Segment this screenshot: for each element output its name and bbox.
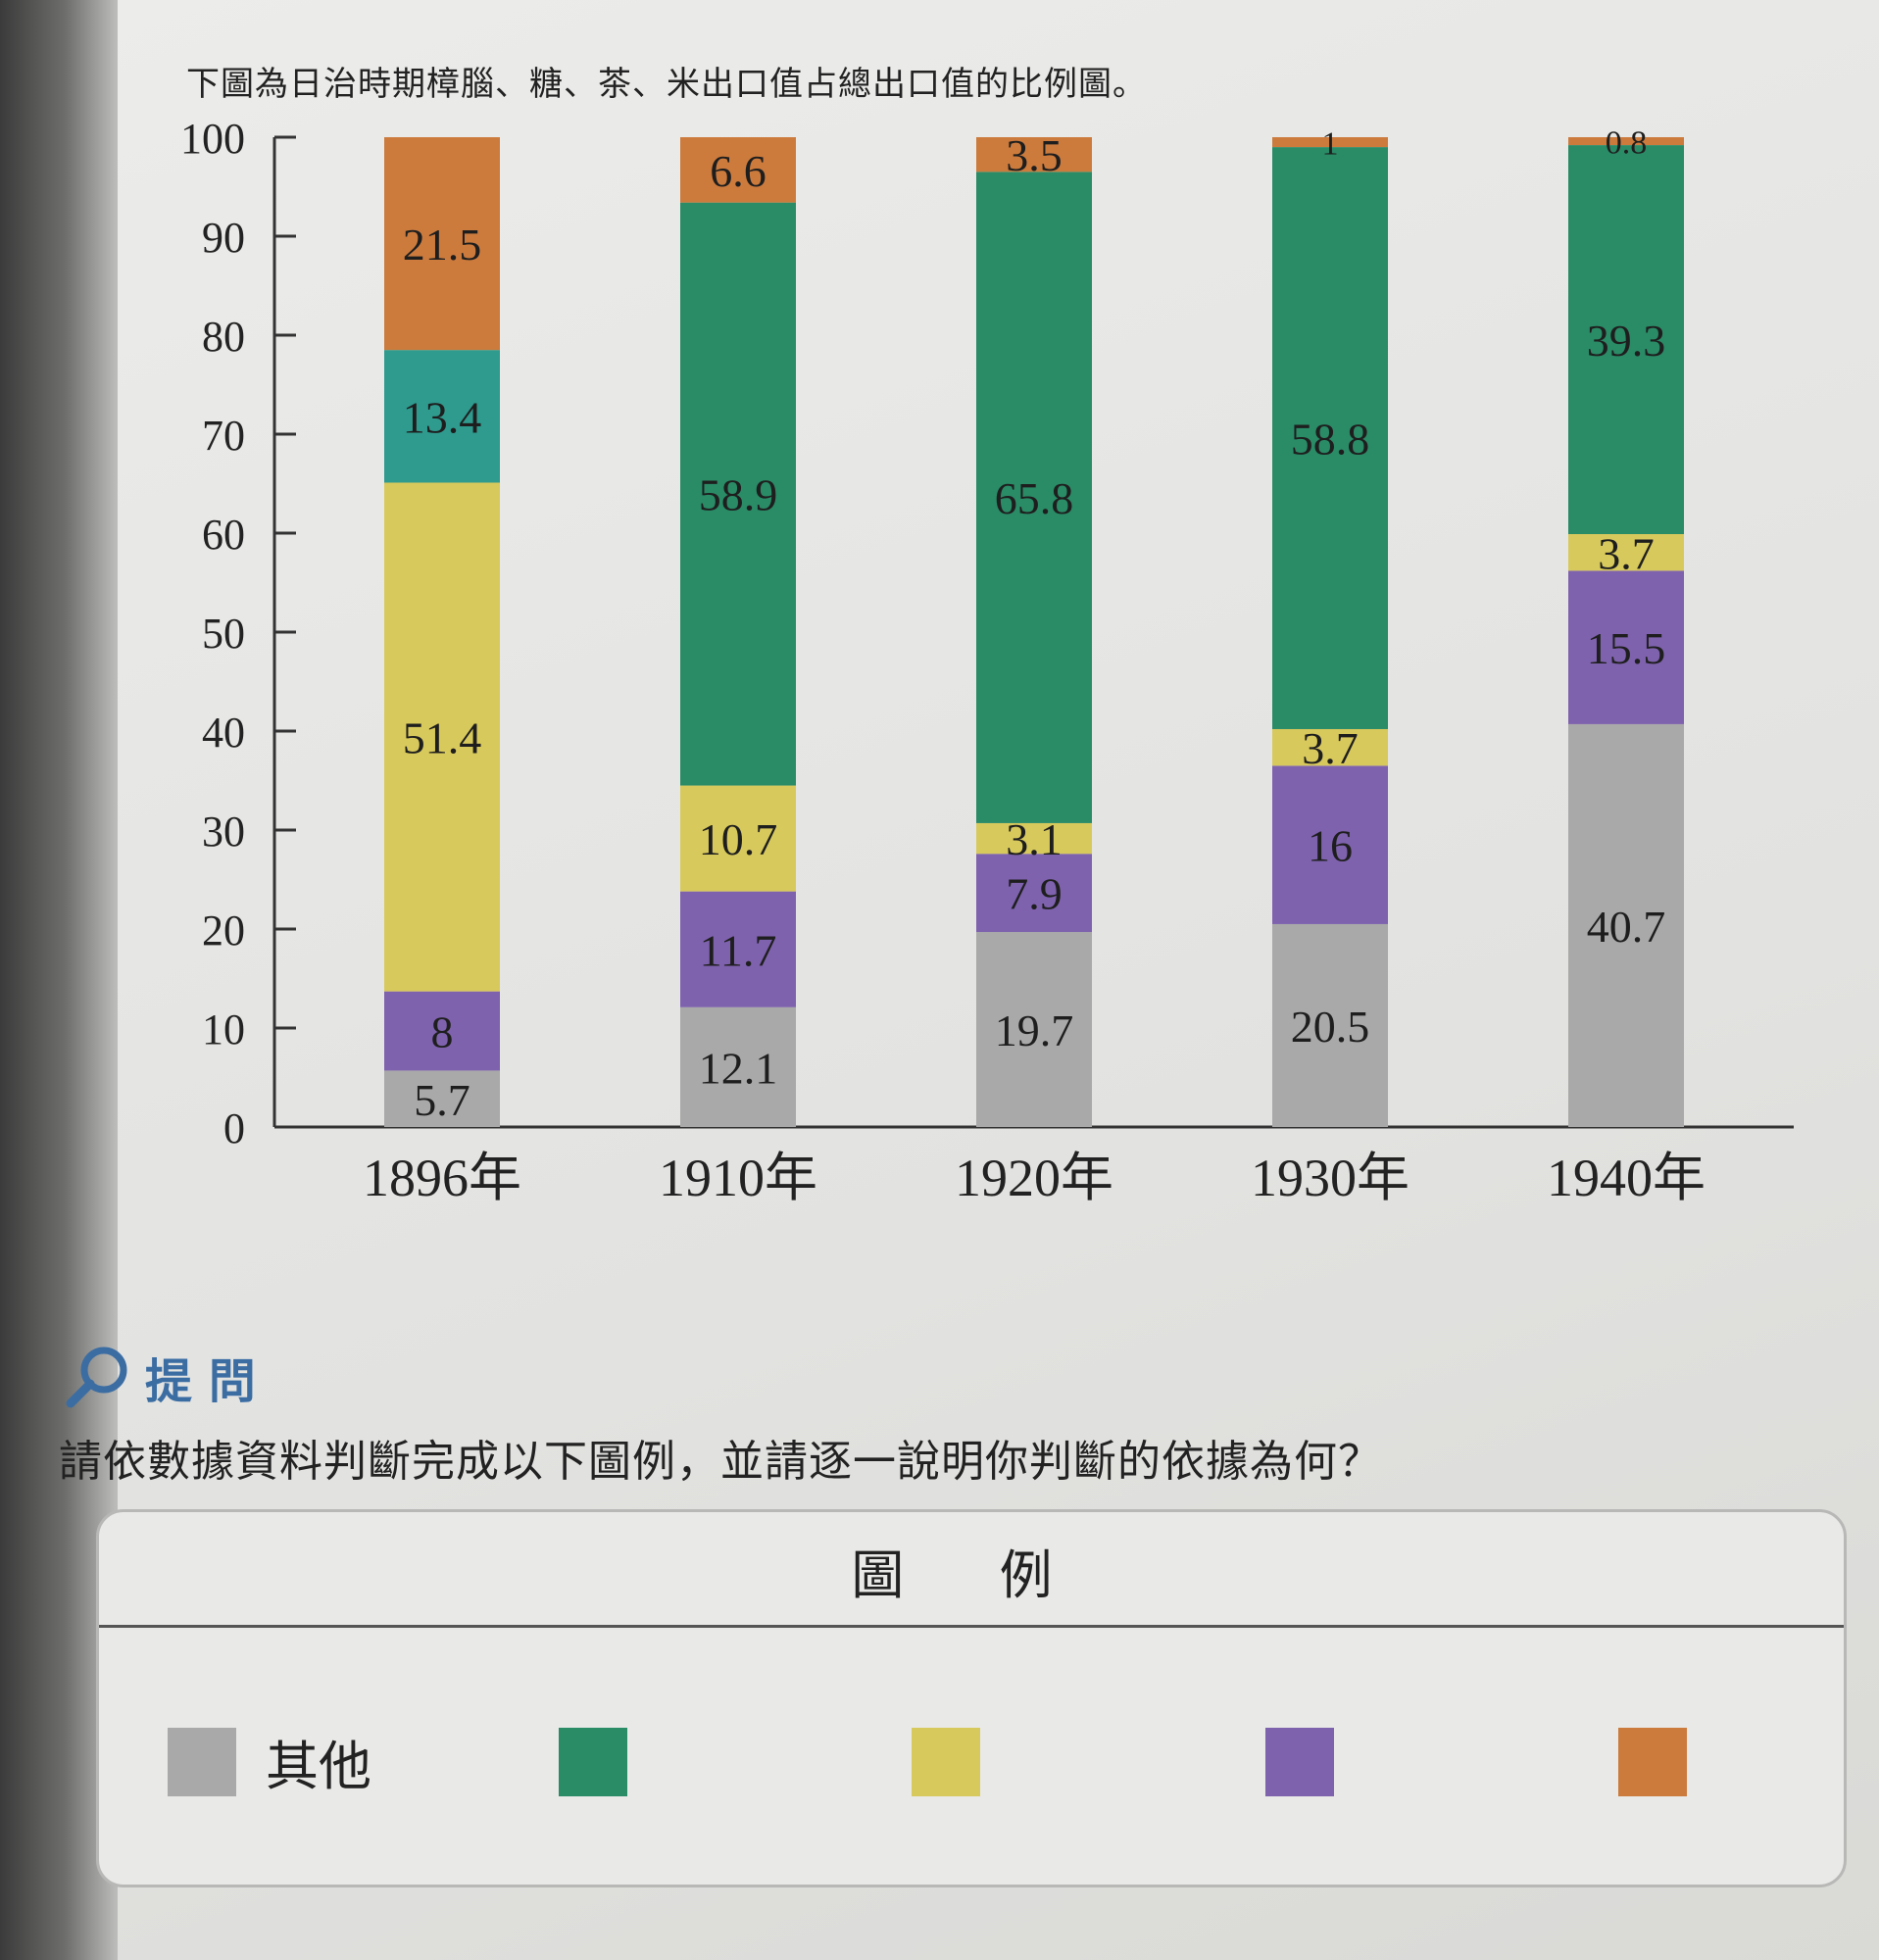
data-label: 5.7 <box>414 1075 470 1125</box>
legend-item <box>558 1727 725 1796</box>
legend-item <box>1264 1727 1432 1796</box>
legend-label: 其他 <box>266 1736 371 1797</box>
bar-segment <box>1272 137 1388 148</box>
data-label: 3.5 <box>1006 130 1063 180</box>
y-tick-label: 40 <box>202 709 245 757</box>
data-label: 21.5 <box>403 220 482 270</box>
y-tick-label: 30 <box>202 808 245 856</box>
bar-segment <box>680 785 796 892</box>
bar-segment <box>384 137 500 351</box>
y-tick-label: 60 <box>202 511 245 559</box>
data-label: 16 <box>1308 821 1353 871</box>
legend-box: 圖 例 其他 <box>96 1509 1847 1887</box>
data-label: 7.9 <box>1006 869 1063 919</box>
bar-segment <box>976 172 1092 823</box>
bar-segment <box>976 822 1092 855</box>
bar-segment <box>1272 728 1388 766</box>
legend-swatch <box>1618 1727 1687 1796</box>
legend-swatch <box>168 1727 236 1796</box>
legend-swatch <box>912 1727 980 1796</box>
bar-segment <box>1568 137 1684 146</box>
bar-segment <box>384 991 500 1071</box>
y-tick-label: 0 <box>223 1104 245 1152</box>
bar-segment <box>384 1070 500 1127</box>
legend-item: 其他 <box>168 1723 371 1800</box>
bar-segment <box>384 350 500 483</box>
bar-segment <box>1568 570 1684 724</box>
question-heading: 提 問 <box>63 1343 256 1411</box>
legend-divider <box>99 1625 1844 1628</box>
data-label: 0.8 <box>1606 124 1648 161</box>
data-label: 40.7 <box>1587 902 1666 952</box>
data-label: 58.8 <box>1291 415 1370 465</box>
data-label: 13.4 <box>403 392 482 442</box>
data-label: 39.3 <box>1587 316 1666 366</box>
y-tick-label: 80 <box>202 313 245 361</box>
x-tick-label: 1940年 <box>1547 1149 1706 1207</box>
legend-items: 其他 <box>168 1723 1785 1800</box>
bar-segment <box>1272 765 1388 924</box>
data-label: 58.9 <box>699 470 778 520</box>
bar-segment <box>680 137 796 203</box>
data-label: 12.1 <box>699 1043 778 1093</box>
x-tick-label: 1910年 <box>659 1149 817 1207</box>
bar-segment <box>680 1006 796 1127</box>
legend-item <box>912 1727 1078 1796</box>
bar-segment <box>1568 534 1684 571</box>
bar-segment <box>976 854 1092 933</box>
y-tick-label: 100 <box>180 115 245 163</box>
data-label: 3.7 <box>1598 528 1655 578</box>
question-text: 請依數據資料判斷完成以下圖例，並請逐一說明你判斷的依據為何？ <box>59 1437 1382 1487</box>
x-tick-label: 1896年 <box>363 1149 521 1207</box>
y-tick-label: 90 <box>202 214 245 262</box>
y-tick-label: 20 <box>202 906 245 955</box>
y-tick-label: 70 <box>202 412 245 460</box>
legend-item <box>1618 1727 1785 1796</box>
data-label: 15.5 <box>1587 623 1666 673</box>
data-label: 51.4 <box>403 713 482 763</box>
data-label: 6.6 <box>710 146 766 196</box>
bar-segment <box>384 482 500 992</box>
legend-swatch <box>1264 1727 1334 1796</box>
data-label: 65.8 <box>995 473 1074 523</box>
data-label: 20.5 <box>1291 1002 1370 1052</box>
data-label: 3.7 <box>1302 723 1359 773</box>
data-label: 19.7 <box>995 1005 1074 1055</box>
data-label: 10.7 <box>699 814 778 864</box>
bar-segment <box>976 932 1092 1127</box>
magnifier-icon <box>66 1347 127 1408</box>
y-tick-label: 10 <box>202 1005 245 1054</box>
x-tick-label: 1930年 <box>1251 1149 1409 1207</box>
bar-segment <box>680 202 796 786</box>
bar-segment <box>1272 923 1388 1127</box>
bar-segment <box>680 891 796 1007</box>
legend-swatch <box>558 1727 627 1796</box>
question-heading-label: 提 問 <box>145 1354 256 1409</box>
bar-segment <box>976 137 1092 172</box>
data-label: 8 <box>431 1007 454 1057</box>
stacked-bar-chart: 0 10 20 30 40 50 60 70 80 90 100 5.7 8 51.4 13.4 21.5 18… <box>180 115 1794 1207</box>
x-tick-label: 1920年 <box>955 1149 1113 1207</box>
y-tick-label: 50 <box>202 610 245 658</box>
bar-segment <box>1272 147 1388 729</box>
data-label: 1 <box>1322 125 1339 162</box>
data-label: 11.7 <box>700 925 777 975</box>
bar-segment <box>1568 145 1684 535</box>
legend-title: 圖 例 <box>851 1544 1092 1606</box>
bar-segment <box>1568 723 1684 1127</box>
intro-text: 下圖為日治時期樟腦、糖、茶、米出口值占總出口值的比例圖。 <box>186 65 1147 104</box>
